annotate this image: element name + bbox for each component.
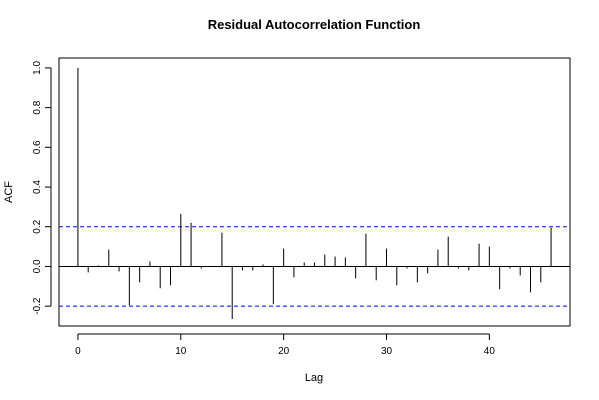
y-axis-label: ACF xyxy=(3,181,15,203)
y-tick-label: 0.0 xyxy=(32,259,43,273)
y-tick-label: 0.6 xyxy=(32,140,43,154)
y-axis: -0.2 0.0 0.2 0.4 0.6 0.8 1.0 xyxy=(32,61,52,315)
plot-area xyxy=(59,67,570,320)
x-axis: 0 10 20 30 40 xyxy=(75,333,496,357)
chart-title: Residual Autocorrelation Function xyxy=(208,17,421,32)
y-tick-label: 0.4 xyxy=(32,180,43,194)
y-tick-label: -0.2 xyxy=(32,297,43,315)
x-axis-label: Lag xyxy=(305,372,323,384)
x-tick-label: 30 xyxy=(381,346,393,357)
x-tick-label: 0 xyxy=(75,346,81,357)
x-tick-label: 40 xyxy=(484,346,496,357)
y-tick-label: 1.0 xyxy=(32,61,43,75)
y-tick-label: 0.8 xyxy=(32,100,43,114)
x-tick-label: 10 xyxy=(175,346,187,357)
y-tick-label: 0.2 xyxy=(32,219,43,233)
x-tick-label: 20 xyxy=(278,346,290,357)
plot-frame xyxy=(58,57,571,327)
